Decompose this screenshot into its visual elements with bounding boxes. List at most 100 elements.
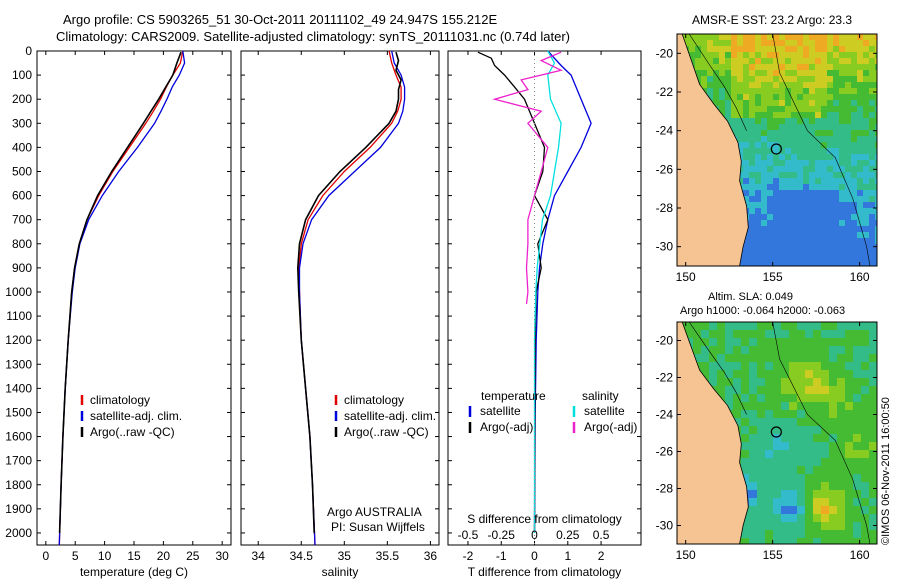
field-cell <box>773 330 781 338</box>
field-cell <box>737 136 743 142</box>
field-cell <box>743 238 749 244</box>
field-cell <box>851 214 857 220</box>
field-cell <box>815 52 821 58</box>
field-cell <box>757 490 765 498</box>
field-cell <box>749 196 755 202</box>
field-cell <box>761 136 767 142</box>
field-cell <box>869 482 877 490</box>
field-cell <box>851 40 857 46</box>
field-cell <box>725 40 731 46</box>
field-cell <box>863 52 869 58</box>
legend-header-temperature: temperature <box>481 389 546 403</box>
field-cell <box>837 354 845 362</box>
field-cell <box>755 82 761 88</box>
field-cell <box>731 130 737 136</box>
field-cell <box>749 58 755 64</box>
field-cell <box>853 426 861 434</box>
field-cell <box>861 402 869 410</box>
field-cell <box>851 76 857 82</box>
field-cell <box>743 82 749 88</box>
field-cell <box>785 46 791 52</box>
field-cell <box>837 506 845 514</box>
panel-differences: -2 -1 0 1 2T difference from climatologytemp… <box>447 50 642 579</box>
field-cell <box>861 386 869 394</box>
field-cell <box>839 70 845 76</box>
field-cell <box>765 458 773 466</box>
field-cell <box>781 530 789 538</box>
field-cell <box>761 238 767 244</box>
legend-entry: satellite-adj. clim. <box>344 409 436 423</box>
field-cell <box>827 112 833 118</box>
field-cell <box>821 378 829 386</box>
field-cell <box>829 418 837 426</box>
field-cell <box>875 220 877 226</box>
x-tick-label: 34 <box>252 549 266 563</box>
field-cell <box>803 214 809 220</box>
field-cell <box>749 322 757 330</box>
field-cell <box>845 506 853 514</box>
field-cell <box>781 354 789 362</box>
field-cell <box>755 118 761 124</box>
depth-tick-label: 1500 <box>5 405 32 419</box>
field-cell <box>733 346 741 354</box>
field-cell <box>749 386 757 394</box>
field-cell <box>813 426 821 434</box>
field-cell <box>803 244 809 250</box>
field-cell <box>757 522 765 530</box>
field-cell <box>857 70 863 76</box>
lon-tick-label: 155 <box>763 548 783 562</box>
field-cell <box>797 434 805 442</box>
field-cell <box>685 330 693 338</box>
field-cell <box>779 208 785 214</box>
field-cell <box>829 474 837 482</box>
field-cell <box>803 154 809 160</box>
field-cell <box>861 354 869 362</box>
field-cell <box>791 58 797 64</box>
field-cell <box>803 178 809 184</box>
field-cell <box>773 338 781 346</box>
field-cell <box>781 362 789 370</box>
field-cell <box>797 426 805 434</box>
field-cell <box>863 124 869 130</box>
field-cell <box>869 450 877 458</box>
field-cell <box>797 514 805 522</box>
field-cell <box>701 58 707 64</box>
field-cell <box>875 154 877 160</box>
plot-frame <box>240 50 440 546</box>
field-cell <box>875 190 877 196</box>
field-cell <box>725 100 731 106</box>
field-cell <box>765 378 773 386</box>
field-cell <box>761 46 767 52</box>
field-cell <box>749 426 757 434</box>
field-cell <box>827 184 833 190</box>
field-cell <box>821 46 827 52</box>
field-cell <box>827 232 833 238</box>
field-cell <box>821 106 827 112</box>
field-cell <box>821 538 829 544</box>
field-cell <box>707 46 713 52</box>
field-cell <box>797 142 803 148</box>
field-cell <box>695 58 701 64</box>
field-cell <box>805 418 813 426</box>
field-cell <box>797 466 805 474</box>
field-cell <box>833 112 839 118</box>
field-cell <box>791 232 797 238</box>
field-cell <box>757 442 765 450</box>
field-cell <box>809 40 815 46</box>
field-cell <box>749 354 757 362</box>
field-cell <box>813 338 821 346</box>
argo-annotation-line2: PI: Susan Wijffels <box>331 520 425 534</box>
field-cell <box>743 118 749 124</box>
field-cell <box>797 136 803 142</box>
legend-entry: satellite <box>584 404 625 418</box>
field-cell <box>761 58 767 64</box>
field-cell <box>701 40 707 46</box>
field-cell <box>869 370 877 378</box>
field-cell <box>761 40 767 46</box>
field-cell <box>731 58 737 64</box>
field-cell <box>749 506 757 514</box>
field-cell <box>833 88 839 94</box>
field-cell <box>821 256 827 262</box>
field-cell <box>785 124 791 130</box>
field-cell <box>839 64 845 70</box>
